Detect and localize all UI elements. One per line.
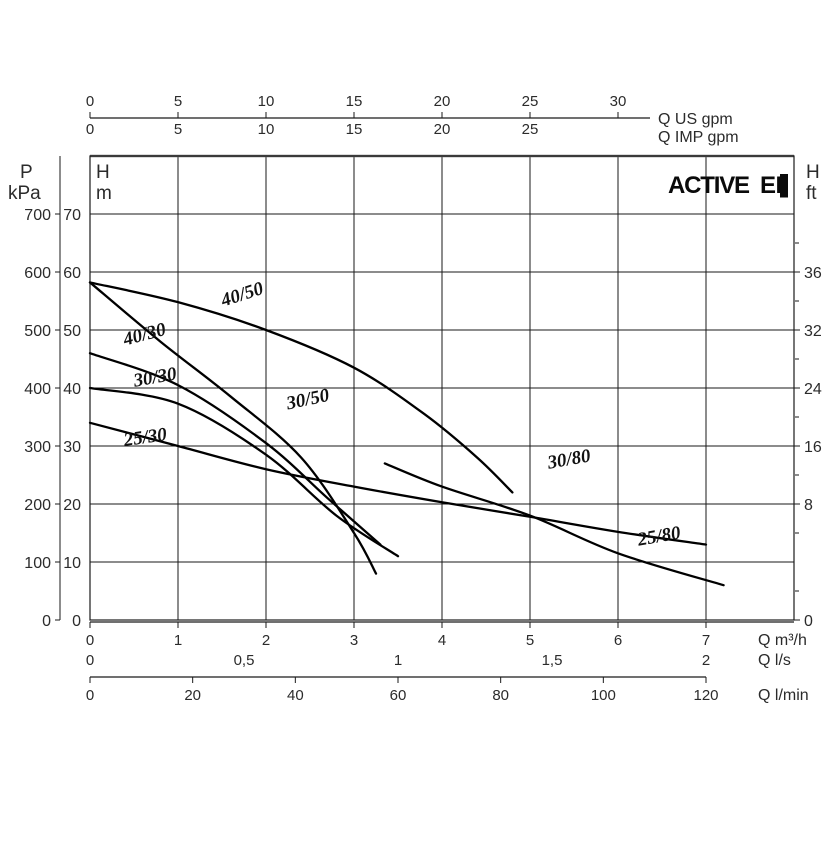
svg-text:60: 60 [390,687,407,704]
svg-text:24: 24 [804,381,822,398]
svg-text:20: 20 [434,93,451,110]
svg-text:32: 32 [804,323,822,340]
svg-text:25/80: 25/80 [635,522,683,550]
svg-text:20: 20 [434,121,451,138]
svg-text:Q US gpm: Q US gpm [658,111,733,128]
svg-text:0: 0 [86,652,94,669]
svg-text:300: 300 [24,439,51,456]
svg-text:70: 70 [63,207,81,224]
svg-text:Q IMP gpm: Q IMP gpm [658,129,739,146]
svg-text:1: 1 [394,652,402,669]
svg-text:0: 0 [86,121,94,138]
svg-text:700: 700 [24,207,51,224]
svg-text:10: 10 [258,121,275,138]
svg-text:8: 8 [804,497,813,514]
svg-text:600: 600 [24,265,51,282]
svg-text:Q l/min: Q l/min [758,687,809,704]
svg-text:80: 80 [492,687,509,704]
svg-text:10: 10 [258,93,275,110]
svg-text:16: 16 [804,439,822,456]
svg-text:25: 25 [522,121,539,138]
svg-text:120: 120 [693,687,718,704]
svg-text:P: P [20,162,33,183]
svg-text:50: 50 [63,323,81,340]
svg-text:H: H [806,162,820,183]
svg-text:0: 0 [804,613,813,630]
svg-text:2: 2 [262,632,270,649]
svg-text:200: 200 [24,497,51,514]
svg-text:60: 60 [63,265,81,282]
svg-text:40: 40 [287,687,304,704]
svg-text:0: 0 [42,613,51,630]
svg-text:m: m [96,183,112,204]
svg-text:0: 0 [72,613,81,630]
svg-text:15: 15 [346,121,363,138]
svg-text:25/30: 25/30 [121,424,168,451]
svg-text:2: 2 [702,652,710,669]
svg-text:kPa: kPa [8,183,41,204]
svg-text:10: 10 [63,555,81,572]
svg-text:Q m³/h: Q m³/h [758,632,807,649]
svg-text:1: 1 [174,632,182,649]
svg-text:40/50: 40/50 [218,278,267,312]
svg-text:0: 0 [86,632,94,649]
svg-text:5: 5 [526,632,534,649]
svg-text:0: 0 [86,687,94,704]
svg-text:ACTIVE: ACTIVE [668,172,750,199]
svg-text:36: 36 [804,265,822,282]
svg-text:H: H [96,162,110,183]
svg-text:3: 3 [350,632,358,649]
svg-text:40/30: 40/30 [120,319,169,351]
svg-text:5: 5 [174,121,182,138]
svg-text:400: 400 [24,381,51,398]
svg-text:EI: EI [760,172,782,199]
svg-text:100: 100 [24,555,51,572]
svg-text:Q l/s: Q l/s [758,652,791,669]
svg-text:0: 0 [86,93,94,110]
svg-text:7: 7 [702,632,710,649]
svg-text:20: 20 [63,497,81,514]
svg-text:25: 25 [522,93,539,110]
svg-text:100: 100 [591,687,616,704]
svg-text:30/80: 30/80 [545,445,593,473]
svg-text:4: 4 [438,632,446,649]
svg-text:30: 30 [63,439,81,456]
svg-text:30: 30 [610,93,627,110]
svg-text:0,5: 0,5 [234,652,255,669]
svg-text:ft: ft [806,183,817,204]
svg-text:40: 40 [63,381,81,398]
svg-text:15: 15 [346,93,363,110]
svg-text:6: 6 [614,632,622,649]
svg-text:1,5: 1,5 [542,652,563,669]
svg-text:500: 500 [24,323,51,340]
svg-text:5: 5 [174,93,182,110]
svg-text:20: 20 [184,687,201,704]
svg-text:30/50: 30/50 [284,385,332,415]
